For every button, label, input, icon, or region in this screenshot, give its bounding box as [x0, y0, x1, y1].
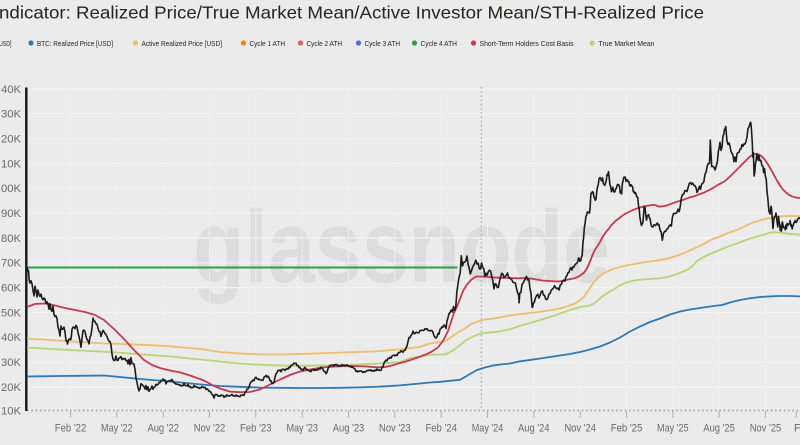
svg-text:Nov '23: Nov '23 [379, 423, 411, 435]
svg-text:Nov '25: Nov '25 [750, 423, 782, 435]
svg-text:10K: 10K [1, 405, 21, 417]
svg-text:USD]: USD] [0, 39, 12, 48]
svg-text:50K: 50K [1, 307, 21, 319]
svg-text:F: F [794, 423, 800, 435]
svg-text:70K: 70K [1, 258, 21, 270]
svg-text:May '23: May '23 [286, 423, 318, 435]
svg-text:Cycle 1 ATH: Cycle 1 ATH [250, 39, 286, 48]
svg-text:90K: 90K [1, 208, 21, 220]
svg-text:BTC: Realized Price [USD]: BTC: Realized Price [USD] [37, 39, 113, 48]
svg-text:30K: 30K [1, 109, 21, 121]
svg-text:30K: 30K [1, 357, 21, 369]
svg-text:20K: 20K [1, 382, 21, 394]
svg-text:True Market Mean: True Market Mean [599, 39, 655, 48]
svg-text:Aug '25: Aug '25 [703, 423, 735, 435]
svg-text:20K: 20K [1, 134, 21, 146]
svg-text:Nov '24: Nov '24 [564, 423, 596, 435]
svg-text:Nov '22: Nov '22 [194, 423, 226, 435]
svg-text:10K: 10K [1, 158, 21, 170]
svg-text:Short-Term Holders Cost Basis: Short-Term Holders Cost Basis [480, 39, 574, 48]
svg-text:60K: 60K [1, 282, 21, 294]
svg-text:Aug '22: Aug '22 [147, 423, 179, 435]
svg-text:80K: 80K [1, 233, 21, 245]
svg-text:Cycle 2 ATH: Cycle 2 ATH [307, 39, 343, 48]
svg-text:ndicator: Realized Price/True: ndicator: Realized Price/True Market Mea… [0, 3, 704, 23]
svg-text:May '25: May '25 [657, 423, 689, 435]
svg-text:May '22: May '22 [101, 423, 133, 435]
svg-text:Cycle 4 ATH: Cycle 4 ATH [421, 39, 458, 48]
svg-text:Active Realized Price [USD]: Active Realized Price [USD] [142, 39, 223, 48]
svg-text:May '24: May '24 [472, 423, 504, 435]
svg-text:Feb '22: Feb '22 [55, 423, 87, 435]
svg-text:Aug '23: Aug '23 [333, 423, 365, 435]
svg-text:40K: 40K [1, 84, 21, 96]
svg-text:Aug '24: Aug '24 [518, 423, 550, 435]
svg-text:Feb '24: Feb '24 [425, 423, 457, 435]
svg-text:Feb '23: Feb '23 [240, 423, 272, 435]
svg-text:Feb '25: Feb '25 [611, 423, 643, 435]
svg-text:glassnode: glassnode [193, 189, 610, 304]
svg-text:Cycle 3 ATH: Cycle 3 ATH [365, 39, 401, 48]
svg-text:00K: 00K [1, 183, 21, 195]
svg-text:40K: 40K [1, 332, 21, 344]
